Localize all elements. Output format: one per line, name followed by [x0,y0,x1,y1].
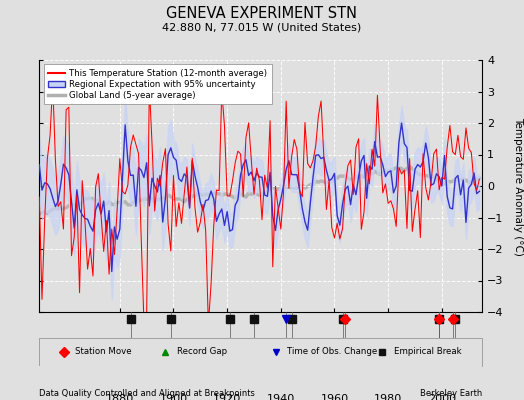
Text: Data Quality Controlled and Aligned at Breakpoints: Data Quality Controlled and Aligned at B… [39,389,255,398]
Legend: This Temperature Station (12-month average), Regional Expectation with 95% uncer: This Temperature Station (12-month avera… [43,64,272,104]
Text: GENEVA EXPERIMENT STN: GENEVA EXPERIMENT STN [167,6,357,21]
Text: Berkeley Earth: Berkeley Earth [420,389,482,398]
Text: Time of Obs. Change: Time of Obs. Change [287,348,377,356]
Text: 42.880 N, 77.015 W (United States): 42.880 N, 77.015 W (United States) [162,22,362,32]
Y-axis label: Temperature Anomaly (°C): Temperature Anomaly (°C) [513,116,523,256]
Text: Station Move: Station Move [75,348,132,356]
Text: Empirical Break: Empirical Break [394,348,461,356]
Text: Record Gap: Record Gap [177,348,227,356]
